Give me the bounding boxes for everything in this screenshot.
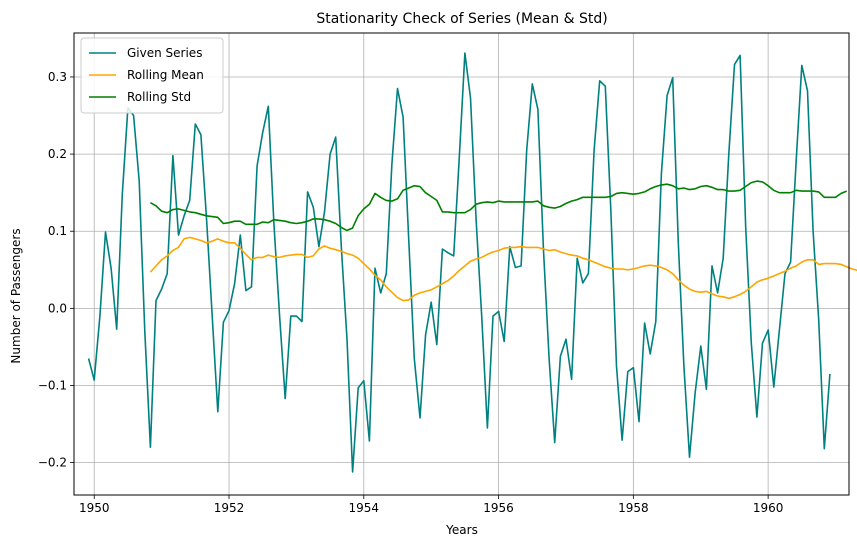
legend-box [80, 37, 224, 114]
x-tick-label: 1956 [483, 501, 514, 515]
x-axis: 1950 1952 1954 1956 1958 1960 [79, 495, 783, 515]
x-tick-label: 1958 [618, 501, 649, 515]
legend-label: Rolling Std [127, 90, 191, 104]
x-tick-label: 1954 [349, 501, 380, 515]
plot-frame [73, 32, 850, 496]
y-tick-label: 0.3 [48, 70, 67, 84]
y-tick-label: 0.1 [48, 224, 67, 238]
series-layer [87, 52, 857, 473]
x-axis-label: Years [445, 523, 478, 537]
y-axis-label: Number of Passengers [9, 228, 23, 363]
series-line-rolling-std [150, 180, 848, 232]
x-tick-label: 1952 [214, 501, 245, 515]
y-tick-label: 0.2 [48, 147, 67, 161]
legend-label: Rolling Mean [127, 68, 204, 82]
y-tick-label: −0.1 [38, 378, 67, 392]
y-axis: −0.2 −0.1 0.0 0.1 0.2 0.3 [38, 70, 74, 470]
legend-label: Given Series [127, 46, 202, 60]
x-tick-label: 1950 [79, 501, 110, 515]
series-line-rolling-mean [149, 236, 857, 302]
series-line-given-series [87, 52, 831, 473]
x-tick-label: 1960 [753, 501, 784, 515]
chart-legend: Given Series Rolling Mean Rolling Std [80, 37, 224, 114]
y-tick-label: 0.0 [48, 301, 67, 315]
y-tick-label: −0.2 [38, 456, 67, 470]
chart-title: Stationarity Check of Series (Mean & Std… [316, 11, 607, 27]
